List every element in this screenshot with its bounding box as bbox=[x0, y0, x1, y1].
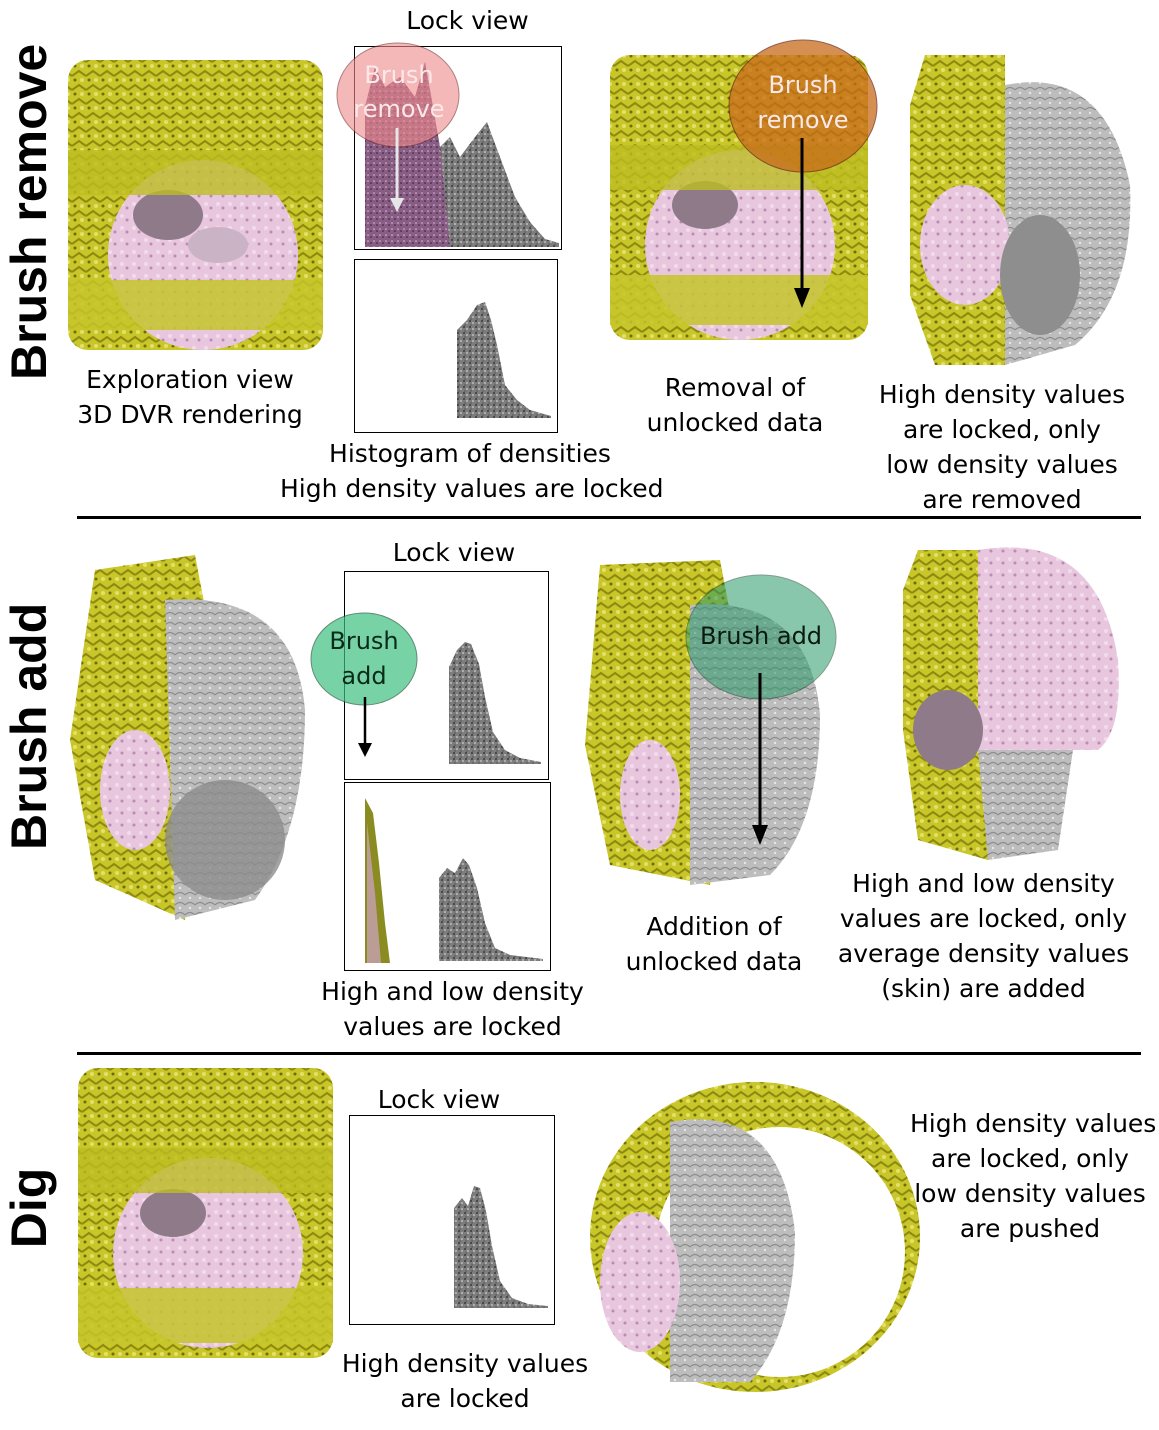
arrow-down-hist-2 bbox=[358, 697, 372, 757]
caption-exploration: Exploration view 3D DVR rendering bbox=[77, 365, 303, 429]
caption-right-1: High density values are locked, only low… bbox=[878, 380, 1126, 514]
row-label-brush-remove: Brush remove bbox=[1, 43, 57, 380]
row-label-brush-add: Brush add bbox=[1, 602, 57, 850]
caption-histogram-1: Histogram of densities High density valu… bbox=[280, 439, 664, 503]
lock-view-title-1: Lock view bbox=[406, 6, 529, 35]
caption-histogram-3: High density values are locked bbox=[341, 1349, 589, 1413]
lock-view-title-3: Lock view bbox=[377, 1085, 501, 1114]
head-render-added-result bbox=[903, 547, 1119, 860]
brush-add-label-hist: Brush add bbox=[329, 627, 399, 690]
caption-addition: Addition of unlocked data bbox=[625, 912, 803, 976]
brush-remove-label-hist: Brush remove bbox=[353, 61, 445, 123]
caption-right-3: High density values are locked, only low… bbox=[910, 1109, 1157, 1243]
caption-removal: Removal of unlocked data bbox=[646, 373, 824, 437]
head-render-dig-result bbox=[590, 1082, 920, 1392]
head-render-removed-result bbox=[910, 55, 1131, 365]
arrow-down-hist-1 bbox=[390, 128, 404, 212]
caption-histogram-2: High and low density values are locked bbox=[321, 977, 584, 1041]
row-separator-1 bbox=[77, 516, 1141, 519]
row-separator-2 bbox=[77, 1052, 1141, 1055]
lock-view-title-2: Lock view bbox=[392, 538, 516, 567]
brush-remove-label-render: Brush remove bbox=[757, 71, 849, 134]
brush-add-label-render: Brush add bbox=[699, 622, 823, 650]
lock-view-histogram-locked bbox=[354, 259, 558, 433]
caption-right-2: High and low density values are locked, … bbox=[837, 869, 1130, 1003]
head-render-skull-exploration bbox=[70, 555, 305, 920]
lock-view-add-bottom bbox=[344, 782, 551, 971]
head-render-exploration bbox=[68, 60, 323, 350]
lock-view-dig bbox=[349, 1115, 555, 1325]
arrow-down-render-1 bbox=[794, 138, 810, 308]
head-render-dig-exploration bbox=[78, 1068, 333, 1358]
arrow-down-render-2 bbox=[752, 673, 768, 845]
row-label-dig: Dig bbox=[1, 1167, 57, 1249]
